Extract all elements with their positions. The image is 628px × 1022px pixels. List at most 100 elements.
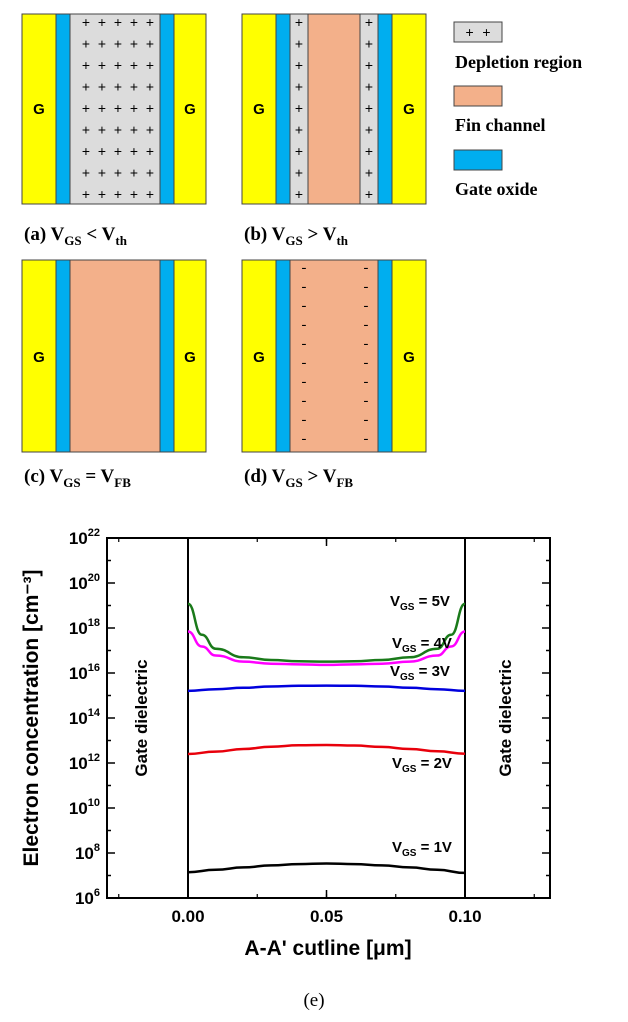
legend-swatch-oxide — [453, 149, 503, 171]
minus-sign: - — [300, 261, 308, 277]
series-line — [187, 684, 466, 693]
plus-sign: + — [98, 59, 106, 75]
plus-sign: + — [98, 81, 106, 97]
plus-sign: + — [295, 59, 303, 75]
panel-b: G G + + + + + + + + + + + + + + + + + + (b) VGS > Vth — [241, 13, 427, 248]
minus-sign: - — [300, 356, 308, 372]
gate-label: G — [253, 101, 265, 118]
minus-sign: - — [300, 337, 308, 353]
plus-sign: + — [82, 124, 90, 140]
y-tick-label: 1012 — [69, 752, 100, 773]
series-line — [187, 602, 466, 663]
minus-sign: - — [300, 318, 308, 334]
plus-sign: + — [82, 167, 90, 183]
plus-sign: + — [365, 102, 373, 118]
minus-sign: - — [362, 261, 370, 277]
plus-sign: + — [130, 145, 138, 161]
series-label: VGS = 2V — [392, 755, 452, 775]
minus-sign: - — [300, 299, 308, 315]
plus-sign: + — [82, 81, 90, 97]
y-axis-label: Electron concentration [cm⁻³] — [20, 570, 43, 867]
plus-sign: + — [295, 145, 303, 161]
plus-sign: + — [365, 81, 373, 97]
plot-frame — [106, 537, 551, 899]
x-tick-label: 0.10 — [448, 907, 481, 926]
plus-sign: + — [365, 38, 373, 54]
plus-sign: + — [82, 16, 90, 32]
plus-sign: + — [295, 124, 303, 140]
plus-sign: + — [114, 145, 122, 161]
y-tick-label: 106 — [75, 887, 100, 908]
plus-sign: + — [98, 38, 106, 54]
y-tick-label: 1020 — [69, 572, 100, 593]
plus-sign: + — [146, 167, 154, 183]
plus-sign: + — [365, 188, 373, 204]
legend-label-oxide: Gate oxide — [455, 179, 538, 199]
minus-sign: - — [362, 280, 370, 296]
y-tick-label: 1016 — [69, 662, 100, 683]
panel-d: G G - - - - - - - - - - - - - - - - - - - - (d) VGS > VFB — [241, 259, 427, 490]
series-line — [187, 743, 466, 756]
minus-sign: - — [362, 375, 370, 391]
plus-sign: + — [98, 16, 106, 32]
legend-swatch-fin — [453, 85, 503, 107]
minus-sign: - — [362, 356, 370, 372]
y-axis-ticks: 106 108 1010 1012 1014 1016 1018 1020 1022 — [69, 527, 550, 908]
gate-label: G — [403, 101, 415, 118]
minus-sign: - — [362, 394, 370, 410]
panel-c: G G (c) VGS = VFB — [21, 259, 207, 490]
plus-sign: + — [295, 188, 303, 204]
legend-label-fin: Fin channel — [455, 115, 546, 135]
y-tick-label: 1018 — [69, 617, 100, 638]
dielectric-label-right: Gate dielectric — [496, 659, 515, 776]
plus-sign: + — [365, 59, 373, 75]
oxide-right — [159, 13, 175, 205]
plus-sign: + — [130, 102, 138, 118]
minus-sign: - — [362, 299, 370, 315]
plus-sign: + — [146, 145, 154, 161]
plus-sign: + — [295, 102, 303, 118]
fin-channel — [69, 259, 161, 453]
plus-sign: + — [130, 38, 138, 54]
plus-sign: + — [98, 167, 106, 183]
gate-label: G — [253, 349, 265, 366]
series-line — [187, 630, 466, 667]
series-label: VGS = 3V — [390, 663, 450, 683]
panel-a: G G + + + + ++ + + + ++ + + + ++ + + + ++ + + + ++ + + + ++ + + + ++… — [21, 13, 207, 248]
caption-c: (c) VGS = VFB — [24, 466, 131, 490]
x-axis-ticks: 0.00 0.05 0.10 — [118, 538, 535, 926]
minus-sign: - — [300, 413, 308, 429]
plus-sign: + — [82, 59, 90, 75]
dielectric-label-left: Gate dielectric — [132, 659, 151, 776]
negative-charges: - - - - - - - - - - - - - - - - - - - - — [300, 261, 370, 448]
series-lines — [187, 602, 466, 875]
plus-sign: + — [146, 38, 154, 54]
plus-sign: + — [146, 102, 154, 118]
plus-sign: + — [98, 188, 106, 204]
y-tick-label: 108 — [75, 842, 100, 863]
minus-sign: - — [362, 413, 370, 429]
caption-b: (b) VGS > Vth — [244, 224, 349, 248]
plus-sign: + — [82, 38, 90, 54]
plus-sign: + — [114, 59, 122, 75]
plus-sign: + — [295, 81, 303, 97]
plus-sign: + — [146, 16, 154, 32]
oxide-left — [55, 13, 71, 205]
minus-sign: - — [300, 280, 308, 296]
plus-sign: + — [365, 145, 373, 161]
plus-sign: + — [98, 102, 106, 118]
y-tick-label: 1014 — [69, 707, 101, 728]
x-axis-label: A-A' cutline [μm] — [244, 937, 411, 960]
plus-sign: + — [295, 167, 303, 183]
gate-label: G — [184, 101, 196, 118]
caption-a: (a) VGS < Vth — [24, 224, 128, 248]
minus-sign: - — [300, 375, 308, 391]
plus-sign: + — [114, 38, 122, 54]
plus-sign: + — [130, 167, 138, 183]
x-tick-label: 0.05 — [310, 907, 343, 926]
plus-sign: + — [130, 16, 138, 32]
oxide-right — [377, 13, 393, 205]
oxide-right — [159, 259, 175, 453]
plus-sign: + — [365, 167, 373, 183]
